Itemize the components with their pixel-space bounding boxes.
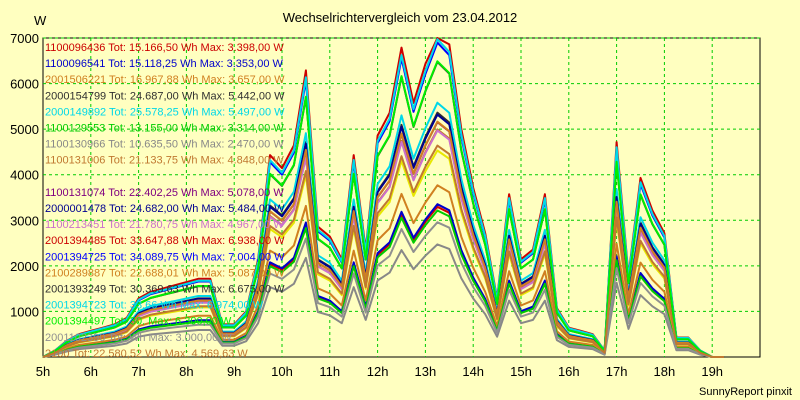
y-tick-label: 1000 xyxy=(10,304,39,319)
y-axis-unit: W xyxy=(34,13,47,28)
y-tick-label: 5000 xyxy=(10,122,39,137)
y-tick-label: 4000 xyxy=(10,168,39,183)
legend-entry: 2001394485 Tot: 33.647,88 Wh Max: 6.938,… xyxy=(45,235,285,247)
series-lines xyxy=(42,37,725,358)
y-tick-label: 2000 xyxy=(10,259,39,274)
y-ticks: 1000 2000 3000 4000 5000 6000 7000 xyxy=(10,31,39,319)
legend-entry: 2000001478 Tot: 24.682,00 Wh Max: 5.484,… xyxy=(45,203,285,215)
y-tick-label: 3000 xyxy=(10,213,39,228)
legend-entry: 1100213451 Tot: 21.780,75 Wh Max: 4.967,… xyxy=(45,219,284,231)
legend-entry: 1100096541 Tot: 15.118,25 Wh Max: 3.353,… xyxy=(45,58,284,70)
legend-entry: 2001393249 Tot: 30.369,63 Wh Max: 6.675,… xyxy=(45,284,285,296)
series-line xyxy=(42,243,725,358)
x-tick-label: 15h xyxy=(510,364,532,379)
legend-entry: 2001506221 Tot: 16.967,88 Wh Max: 3.657,… xyxy=(45,74,285,86)
legend: 1100096436 Tot: 15.166,50 Wh Max: 3.398,… xyxy=(45,42,285,360)
chart-title: Wechselrichtervergleich vom 23.04.2012 xyxy=(283,10,518,25)
x-tick-label: 16h xyxy=(558,364,580,379)
plot-frame xyxy=(42,37,761,358)
legend-entry: 2001394723 Tot: 33.66 Wh Max: 6.974,00 W xyxy=(45,300,264,312)
legend-entry: 2001394497 Tot: 30. Max: 6.300,00 W xyxy=(45,316,232,328)
legend-entry: 2100 Tot: 22.580,52 Wh Max: 4.569,63 W xyxy=(45,348,248,360)
legend-entry: 1100129553 Tot: 13.155,00 Wh Max: 3.314,… xyxy=(45,123,284,135)
footer-credit: SunnyReport pinxit xyxy=(699,386,792,398)
series-line xyxy=(42,221,725,358)
legend-entry: 1100130966 Tot: 10.635,50 Wh Max: 2.470,… xyxy=(45,139,284,151)
legend-entry: 2000149892 Tot: 25.578,25 Wh Max: 5.497,… xyxy=(45,106,285,118)
x-tick-label: 17h xyxy=(606,364,628,379)
x-tick-label: 14h xyxy=(462,364,484,379)
x-tick-label: 5h xyxy=(36,364,50,379)
x-tick-label: 12h xyxy=(367,364,389,379)
x-tick-label: 10h xyxy=(271,364,293,379)
series-line xyxy=(42,60,725,358)
x-tick-label: 13h xyxy=(415,364,437,379)
x-tick-label: 8h xyxy=(179,364,193,379)
legend-entry: 1100131006 Tot: 21.133,75 Wh Max: 4.848,… xyxy=(45,155,284,167)
x-tick-label: 6h xyxy=(84,364,98,379)
x-tick-label: 9h xyxy=(227,364,241,379)
legend-entry: 2100289887 Tot: 22.688,01 Wh Max: 5.087,… xyxy=(45,267,285,279)
x-tick-label: 18h xyxy=(654,364,676,379)
x-tick-label: 19h xyxy=(701,364,723,379)
y-tick-label: 6000 xyxy=(10,77,39,92)
legend-entry: 1100096436 Tot: 15.166,50 Wh Max: 3.398,… xyxy=(45,42,284,54)
legend-entry: 2001394725 Tot: 34.089,75 Wh Max: 7.004,… xyxy=(45,251,285,263)
x-tick-label: 11h xyxy=(319,364,340,379)
legend-entry: 2001102390 Tot: Wh Max: 3.000,00 W xyxy=(45,332,232,344)
x-tick-label: 7h xyxy=(131,364,145,379)
series-line xyxy=(42,144,725,358)
y-tick-label: 7000 xyxy=(10,31,39,46)
legend-entry: 2000154799 Tot: 24.687,00 Wh Max: 5.442,… xyxy=(45,90,285,102)
x-ticks: 5h 6h 7h 8h 9h 10h 11h 12h 13h 14h 15h 16h 17h 18h 19h xyxy=(36,364,723,379)
series-line xyxy=(42,184,725,358)
legend-entry: 1100131074 Tot: 22.402,25 Wh Max: 5.078,… xyxy=(45,187,284,199)
